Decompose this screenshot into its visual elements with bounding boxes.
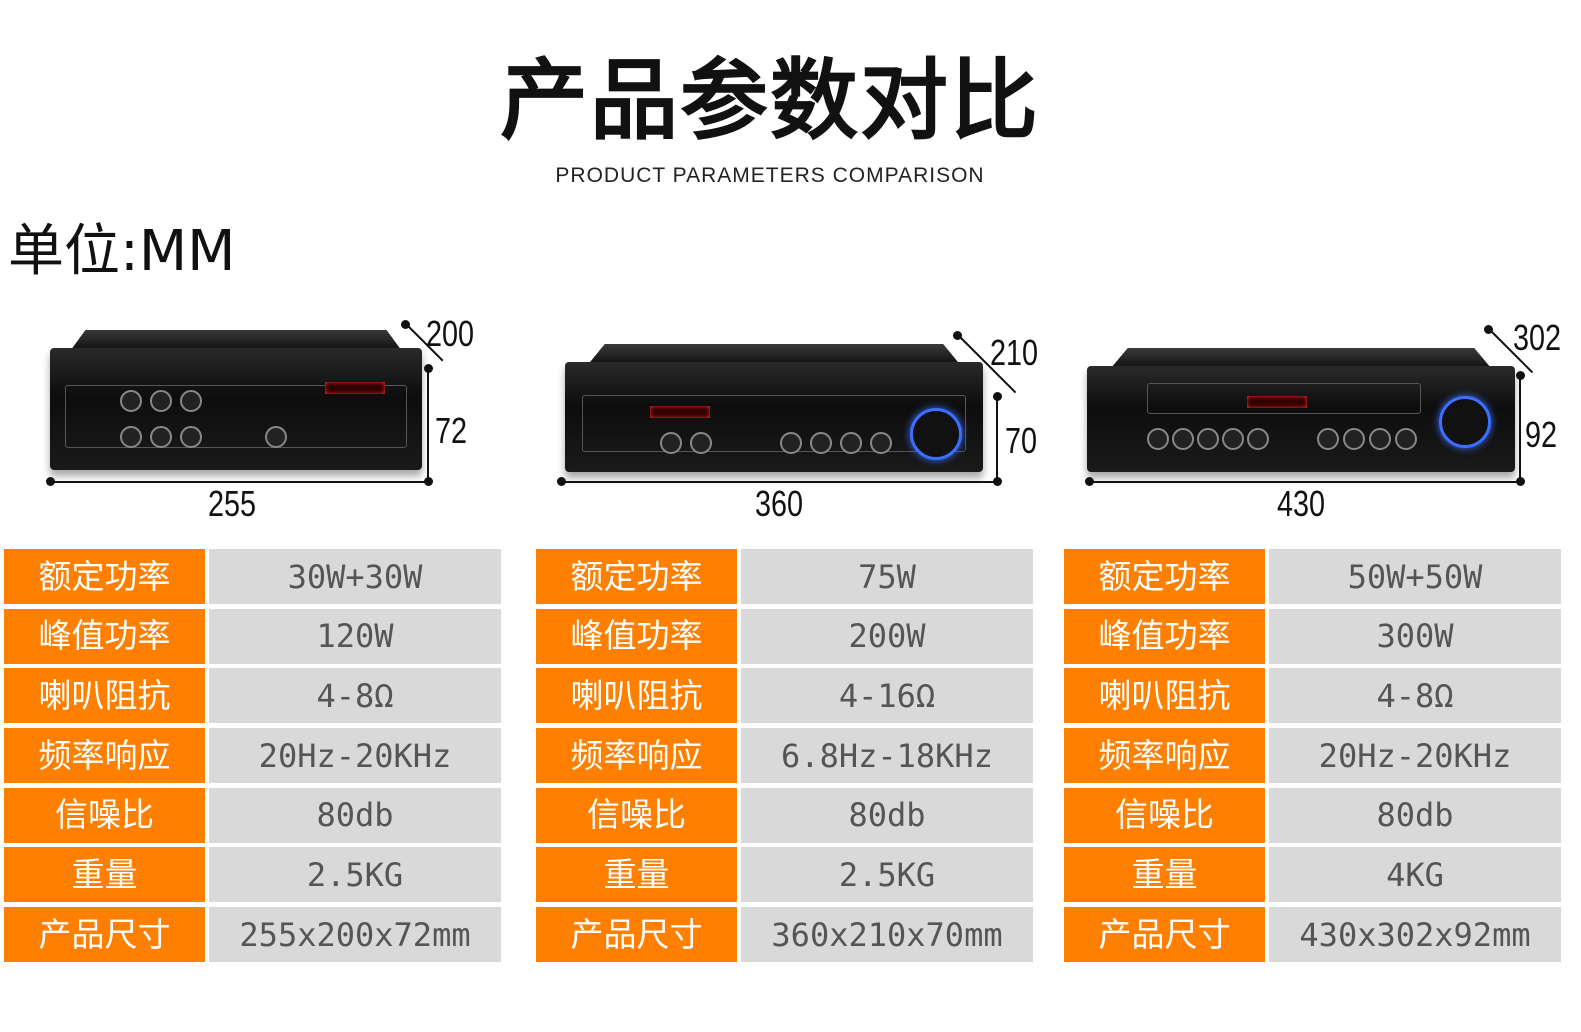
- spec-value: 120W: [209, 608, 501, 664]
- spec-value: 255x200x72mm: [209, 907, 501, 963]
- height-label: 72: [435, 410, 468, 451]
- spec-value: 200W: [741, 608, 1033, 664]
- spec-label: 频率响应: [536, 728, 737, 784]
- width-label: 430: [1277, 483, 1326, 524]
- spec-table-2: 额定功率 75W 峰值功率 200W 喇叭阻抗 4-16Ω 频率响应 6.8Hz-18KHz 信…: [536, 549, 1033, 967]
- width-label: 255: [208, 483, 257, 524]
- spec-label: 喇叭阻抗: [536, 668, 737, 724]
- spec-table-3: 额定功率 50W+50W 峰值功率 300W 喇叭阻抗 4-8Ω 频率响应 20Hz-20KH…: [1064, 549, 1561, 967]
- spec-row: 频率响应 6.8Hz-18KHz: [536, 728, 1033, 784]
- spec-label: 喇叭阻抗: [1064, 668, 1265, 724]
- spec-value: 30W+30W: [209, 549, 501, 604]
- spec-label: 额定功率: [1064, 549, 1265, 604]
- spec-label: 信噪比: [4, 787, 205, 843]
- spec-row: 峰值功率 120W: [4, 608, 501, 664]
- spec-label: 信噪比: [1064, 787, 1265, 843]
- spec-row: 额定功率 50W+50W: [1064, 549, 1561, 604]
- spec-label: 产品尺寸: [536, 907, 737, 963]
- spec-value: 80db: [741, 787, 1033, 843]
- spec-value: 6.8Hz-18KHz: [741, 728, 1033, 784]
- spec-row: 频率响应 20Hz-20KHz: [1064, 728, 1561, 784]
- spec-value: 20Hz-20KHz: [209, 728, 501, 784]
- spec-row: 喇叭阻抗 4-8Ω: [1064, 668, 1561, 724]
- depth-label: 210: [990, 332, 1039, 373]
- spec-label: 产品尺寸: [4, 907, 205, 963]
- spec-value: 80db: [209, 787, 501, 843]
- spec-value: 2.5KG: [209, 847, 501, 903]
- spec-row: 信噪比 80db: [4, 787, 501, 843]
- spec-value: 360x210x70mm: [741, 907, 1033, 963]
- spec-label: 重量: [536, 847, 737, 903]
- spec-value: 75W: [741, 549, 1033, 604]
- spec-value: 4KG: [1269, 847, 1561, 903]
- spec-row: 产品尺寸 430x302x92mm: [1064, 907, 1561, 963]
- spec-row: 产品尺寸 360x210x70mm: [536, 907, 1033, 963]
- spec-row: 重量 2.5KG: [4, 847, 501, 903]
- spec-row: 峰值功率 300W: [1064, 608, 1561, 664]
- spec-value: 80db: [1269, 787, 1561, 843]
- spec-row: 重量 4KG: [1064, 847, 1561, 903]
- spec-label: 峰值功率: [4, 608, 205, 664]
- spec-value: 4-16Ω: [741, 668, 1033, 724]
- spec-value: 4-8Ω: [1269, 668, 1561, 724]
- spec-label: 信噪比: [536, 787, 737, 843]
- spec-label: 频率响应: [4, 728, 205, 784]
- spec-row: 喇叭阻抗 4-16Ω: [536, 668, 1033, 724]
- spec-row: 喇叭阻抗 4-8Ω: [4, 668, 501, 724]
- height-label: 70: [1005, 420, 1038, 461]
- spec-label: 产品尺寸: [1064, 907, 1265, 963]
- spec-row: 信噪比 80db: [536, 787, 1033, 843]
- depth-label: 200: [426, 313, 475, 354]
- unit-label: 单位:MM: [8, 219, 236, 284]
- width-label: 360: [755, 483, 804, 524]
- spec-value: 2.5KG: [741, 847, 1033, 903]
- amplifier-image: [50, 330, 422, 470]
- spec-value: 430x302x92mm: [1269, 907, 1561, 963]
- depth-label: 302: [1513, 317, 1562, 358]
- spec-label: 额定功率: [4, 549, 205, 604]
- spec-row: 峰值功率 200W: [536, 608, 1033, 664]
- spec-label: 重量: [4, 847, 205, 903]
- spec-label: 重量: [1064, 847, 1265, 903]
- spec-value: 4-8Ω: [209, 668, 501, 724]
- spec-table-1: 额定功率 30W+30W 峰值功率 120W 喇叭阻抗 4-8Ω 频率响应 20Hz-20KH…: [4, 549, 501, 967]
- amplifier-image: [565, 344, 983, 472]
- spec-label: 额定功率: [536, 549, 737, 604]
- spec-row: 产品尺寸 255x200x72mm: [4, 907, 501, 963]
- page-subtitle: PRODUCT PARAMETERS COMPARISON: [555, 164, 985, 187]
- spec-label: 喇叭阻抗: [4, 668, 205, 724]
- amplifier-image: [1087, 348, 1515, 472]
- spec-value: 300W: [1269, 608, 1561, 664]
- spec-row: 额定功率 30W+30W: [4, 549, 501, 604]
- spec-value: 50W+50W: [1269, 549, 1561, 604]
- height-label: 92: [1525, 414, 1558, 455]
- spec-row: 额定功率 75W: [536, 549, 1033, 604]
- spec-label: 峰值功率: [536, 608, 737, 664]
- page-title: 产品参数对比: [499, 49, 1040, 152]
- spec-label: 峰值功率: [1064, 608, 1265, 664]
- spec-value: 20Hz-20KHz: [1269, 728, 1561, 784]
- spec-label: 频率响应: [1064, 728, 1265, 784]
- spec-row: 信噪比 80db: [1064, 787, 1561, 843]
- spec-row: 重量 2.5KG: [536, 847, 1033, 903]
- spec-row: 频率响应 20Hz-20KHz: [4, 728, 501, 784]
